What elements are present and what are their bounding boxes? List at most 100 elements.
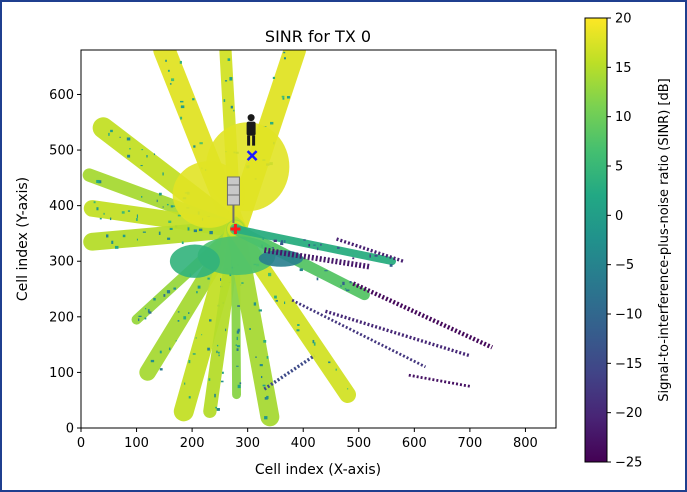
coverage-speckle [286,96,290,99]
coverage-speckle [328,361,331,364]
coverage-speckle [126,137,131,141]
coverage-speckle [196,291,198,294]
coverage-speckle [389,264,393,267]
colorbar-tick-label: −5 [615,258,634,273]
coverage-speckle [153,153,156,156]
x-axis-label: Cell index (X-axis) [255,462,381,478]
coverage-speckle [227,58,231,61]
coverage-speckle [158,192,162,196]
coverage-speckle [346,289,350,292]
coverage-speckle [312,339,315,344]
coverage-speckle [342,281,345,286]
coverage-speckle [145,308,147,310]
coverage-speckle [122,234,126,238]
coverage-speckle [168,220,172,223]
coverage-speckle [177,319,180,322]
chart-title: SINR for TX 0 [265,27,371,46]
coverage-speckle [114,245,119,249]
coverage-speckle [106,234,109,238]
coverage-speckle [111,240,114,244]
coverage-speckle [284,240,286,244]
coverage-speckle [187,227,190,231]
coverage-speckle [108,132,110,136]
coverage-speckle [349,280,352,284]
coverage-speckle [284,301,286,305]
y-axis-label: Cell index (Y-axis) [15,177,31,301]
receiver-marker [246,150,258,162]
coverage-speckle [192,98,195,101]
coverage-speckle [268,272,272,277]
coverage-speckle [299,268,303,272]
coverage-speckle [188,396,191,399]
coverage-speckle [99,217,102,220]
coverage-speckle [181,241,184,245]
coverage-speckle [270,121,274,125]
coverage-speckle [168,347,171,351]
coverage-speckle [282,97,285,100]
coverage-speckle [283,57,286,60]
coverage-speckle [137,318,140,322]
coverage-speckle [167,69,170,72]
x-axis-ticks: 0 100 200 300 400 500 600 700 800 [77,428,538,451]
coverage-speckle [297,324,300,326]
coverage-speckle [147,309,150,313]
coverage-speckle [173,287,177,290]
coverage-speckle [236,365,239,367]
coverage-speckle [249,328,251,330]
x-tick-label: 600 [402,436,427,451]
colorbar-tick-label: 0 [615,209,623,224]
coverage-speckle [162,206,164,208]
coverage-speckle [209,319,212,322]
coverage-speckle [259,364,263,367]
coverage-speckle [159,368,163,371]
coverage-speckle [264,416,268,420]
coverage-speckle [193,145,196,148]
coverage-speckle [262,384,266,387]
coverage-speckle [324,270,328,272]
coverage-speckle [127,154,131,158]
y-axis-ticks: 0 100 200 300 400 500 600 [49,88,81,437]
coverage-speckle [216,344,219,347]
low-sinr-streak [263,247,371,270]
coverage-speckle [146,155,148,158]
low-sinr-streak [291,298,427,369]
coverage-speckle [258,309,262,312]
coverage-speckle [263,339,267,343]
coverage-speckle [222,371,224,374]
coverage-speckle [173,205,176,207]
coverage-speckle [180,116,183,120]
person-icon [246,114,256,146]
x-tick-label: 0 [77,436,85,451]
x-tick-label: 700 [457,436,482,451]
y-tick-label: 200 [49,310,74,325]
coverage-speckle [156,199,158,203]
coverage-speckle [153,298,156,301]
coverage-speckle [127,210,131,212]
coverage-speckle [374,254,378,257]
y-tick-label: 0 [66,422,74,437]
coverage-speckle [177,311,180,313]
coverage-speckle [166,203,169,206]
coverage-speckle [280,240,284,244]
coverage-speckle [169,83,172,85]
coverage-speckle [167,237,171,240]
y-tick-label: 600 [49,88,74,103]
coverage-speckle [180,105,185,109]
coverage-speckle [188,360,191,364]
y-tick-label: 300 [49,255,74,270]
coverage-speckle [272,76,276,80]
coverage-speckle [96,179,100,183]
coverage-speckle [281,95,285,98]
coverage-speckle [237,328,240,332]
coverage-speckle [136,238,138,241]
coverage-speckle [224,80,228,82]
coverage-speckle [177,214,181,217]
coverage-speckle [184,382,186,385]
coverage-speckle [352,257,355,260]
coverage-speckle [96,207,99,211]
coverage-speckle [237,305,241,307]
coverage-speckle [233,109,235,112]
coverage-speckle [209,230,213,235]
coverage-speckle [340,284,342,288]
y-tick-label: 400 [49,199,74,214]
